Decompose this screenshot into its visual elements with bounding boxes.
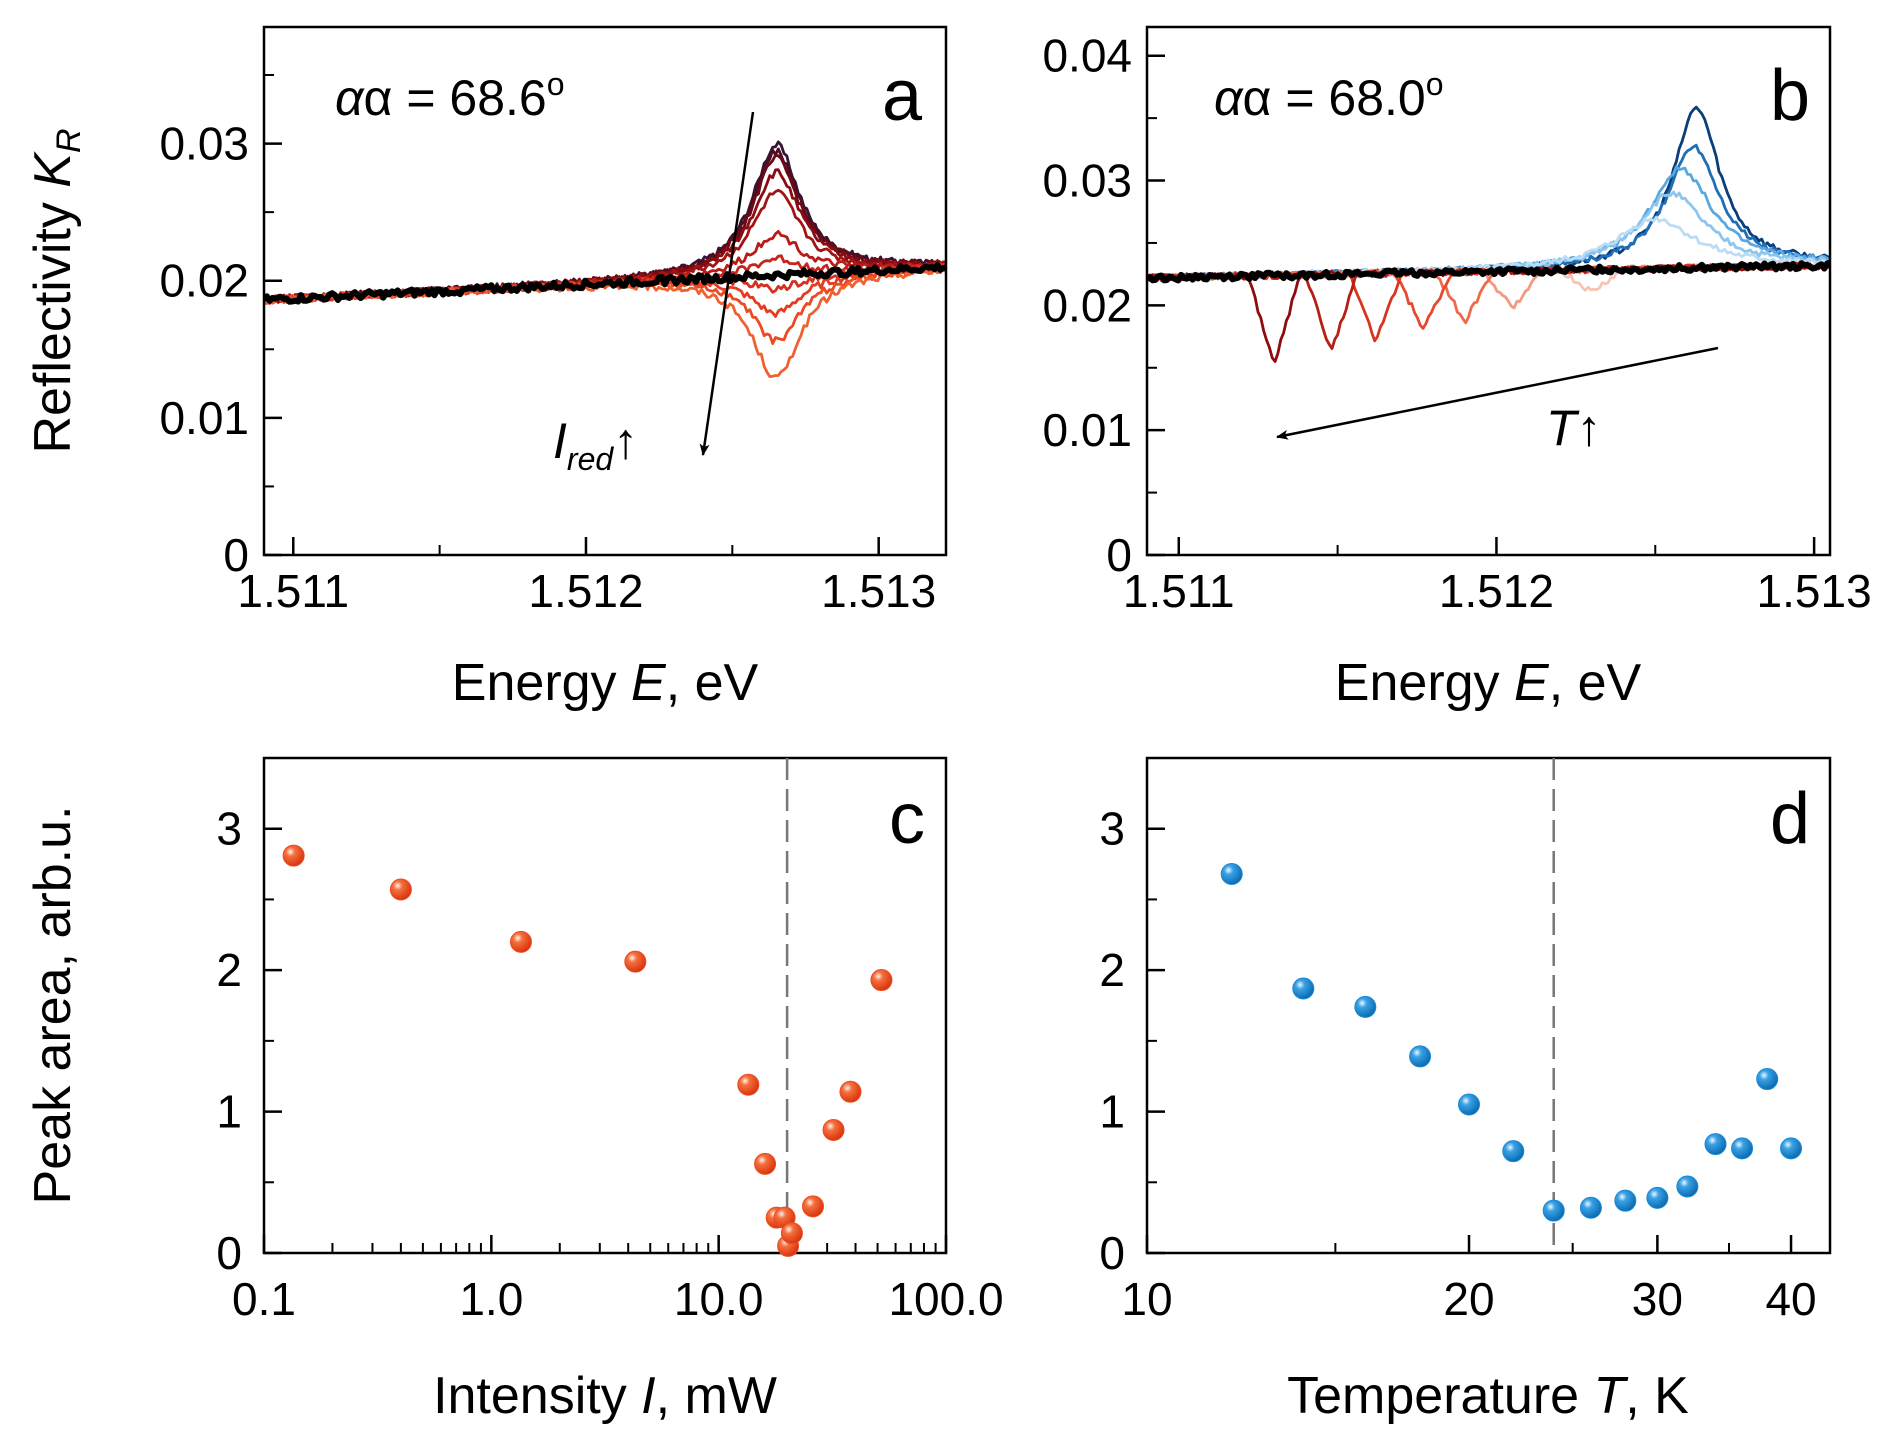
data-point xyxy=(389,878,412,901)
panel-d-ytick-label: 0 xyxy=(1099,1227,1125,1279)
data-point xyxy=(1458,1093,1481,1116)
data-point xyxy=(1676,1175,1699,1198)
panel-a-ylabel: Reflectivity KR xyxy=(24,128,88,453)
panel-c-xtick-label: 0.1 xyxy=(232,1273,296,1325)
panel-b-letter: b xyxy=(1770,56,1810,136)
panel-a-ytick-label: 0.02 xyxy=(159,255,249,307)
data-point xyxy=(1704,1133,1727,1156)
panel-a-frame xyxy=(262,25,948,557)
panel-c-ylabel: Peak area, arb.u. xyxy=(24,806,82,1205)
panel-d-xlabel: Temperature T, K xyxy=(1287,1367,1689,1425)
data-point xyxy=(509,930,532,953)
panel-b-ytick-label: 0.02 xyxy=(1042,279,1132,331)
panel-c-letter: c xyxy=(889,779,925,859)
data-point xyxy=(737,1073,760,1096)
panel-d-xtick-label: 20 xyxy=(1443,1273,1494,1325)
panel-d-ytick-label: 3 xyxy=(1099,803,1125,855)
panel-c-ytick-label: 2 xyxy=(216,944,242,996)
panel-a-xtick-label: 1.513 xyxy=(821,565,936,617)
panel-c-ytick-label: 1 xyxy=(216,1086,242,1138)
panel-d: 10 20 30 40 0 1 2 3 Temperature T, K d xyxy=(1099,756,1832,1425)
panel-c-ytick-label: 3 xyxy=(216,803,242,855)
panel-a-trend-arrow xyxy=(699,111,755,456)
panel-d-ytick-label: 2 xyxy=(1099,944,1125,996)
data-point xyxy=(1220,862,1243,885)
panel-b-ytick-label: 0.01 xyxy=(1042,404,1132,456)
data-point xyxy=(1354,995,1377,1018)
panel-d-xtick-label: 10 xyxy=(1121,1273,1172,1325)
data-point xyxy=(1409,1045,1432,1068)
data-point xyxy=(754,1152,777,1175)
panel-b-ytick-label: 0.04 xyxy=(1042,30,1132,82)
panel-b-xlabel: Energy E, eV xyxy=(1335,654,1642,712)
panel-b-ytick-label: 0 xyxy=(1106,529,1132,581)
series-line-reference xyxy=(1147,259,1830,284)
panel-d-ticks xyxy=(1145,827,1793,1255)
data-point xyxy=(1542,1199,1565,1222)
panel-c-xlabel: Intensity I, mW xyxy=(433,1367,777,1425)
panel-d-xtick-label: 30 xyxy=(1632,1273,1683,1325)
panel-a-letter: a xyxy=(882,56,923,136)
data-point xyxy=(1646,1186,1669,1209)
panel-b-annotation: αα = 68.0o xyxy=(1214,66,1444,126)
data-point xyxy=(1756,1068,1779,1091)
data-point xyxy=(802,1195,825,1218)
panel-b-trend-arrow xyxy=(1276,346,1719,440)
panel-d-points xyxy=(1220,862,1803,1222)
panel-b-frame xyxy=(1145,25,1832,557)
panel-a-ytick-label: 0 xyxy=(223,529,249,581)
panel-b-arrow-label: T↑ xyxy=(1546,400,1602,456)
panel-c-ytick-label: 0 xyxy=(216,1227,242,1279)
panel-b-curves xyxy=(1147,105,1830,363)
data-point xyxy=(1579,1196,1602,1219)
panel-c-ticks xyxy=(262,827,948,1255)
data-point xyxy=(282,844,305,867)
panel-b-ticks xyxy=(1147,54,1816,557)
data-point xyxy=(780,1222,803,1245)
panel-c-points xyxy=(282,844,893,1257)
panel-b: 1.511 1.512 1.513 0 0.01 0.02 0.03 0.04 … xyxy=(1042,25,1872,712)
panel-a-xtick-label: 1.511 xyxy=(237,565,349,617)
data-point xyxy=(822,1118,845,1141)
series-line xyxy=(1147,143,1830,282)
panel-a: 1.511 1.512 1.513 0 0.01 0.02 0.03 Energ… xyxy=(24,25,948,712)
panel-c-xtick-label: 100.0 xyxy=(888,1273,1003,1325)
panel-b-xtick-label: 1.513 xyxy=(1757,565,1872,617)
panel-d-letter: d xyxy=(1770,779,1810,859)
data-point xyxy=(624,950,647,973)
panel-c: 0.1 1.0 10.0 100.0 0 1 2 3 Intensity I, … xyxy=(24,756,1004,1425)
data-point xyxy=(839,1080,862,1103)
panel-d-xtick-label: 40 xyxy=(1765,1273,1816,1325)
panel-d-frame xyxy=(1145,756,1832,1255)
data-point xyxy=(1780,1137,1803,1160)
panel-a-xtick-label: 1.512 xyxy=(528,565,643,617)
panel-d-ytick-label: 1 xyxy=(1099,1086,1125,1138)
panel-a-ticks xyxy=(264,74,880,557)
panel-c-xtick-label: 1.0 xyxy=(459,1273,523,1325)
panel-b-ytick-label: 0.03 xyxy=(1042,155,1132,207)
data-point xyxy=(870,969,893,992)
data-point xyxy=(1292,977,1315,1000)
panel-a-curves xyxy=(264,140,946,379)
panel-b-xtick-label: 1.511 xyxy=(1123,565,1235,617)
panel-a-arrow-label: Ired↑ xyxy=(553,413,638,477)
data-point xyxy=(1502,1140,1525,1163)
data-point xyxy=(1731,1137,1754,1160)
panel-c-xtick-label: 10.0 xyxy=(674,1273,764,1325)
panel-a-xlabel: Energy E, eV xyxy=(452,654,759,712)
panel-a-ytick-label: 0.01 xyxy=(159,392,249,444)
series-line-reference xyxy=(264,262,946,305)
panel-c-frame xyxy=(262,756,948,1255)
data-point xyxy=(1614,1189,1637,1212)
panel-a-ytick-label: 0.03 xyxy=(159,118,249,170)
panel-a-annotation: αα = 68.6o xyxy=(335,66,565,126)
panel-b-xtick-label: 1.512 xyxy=(1439,565,1554,617)
